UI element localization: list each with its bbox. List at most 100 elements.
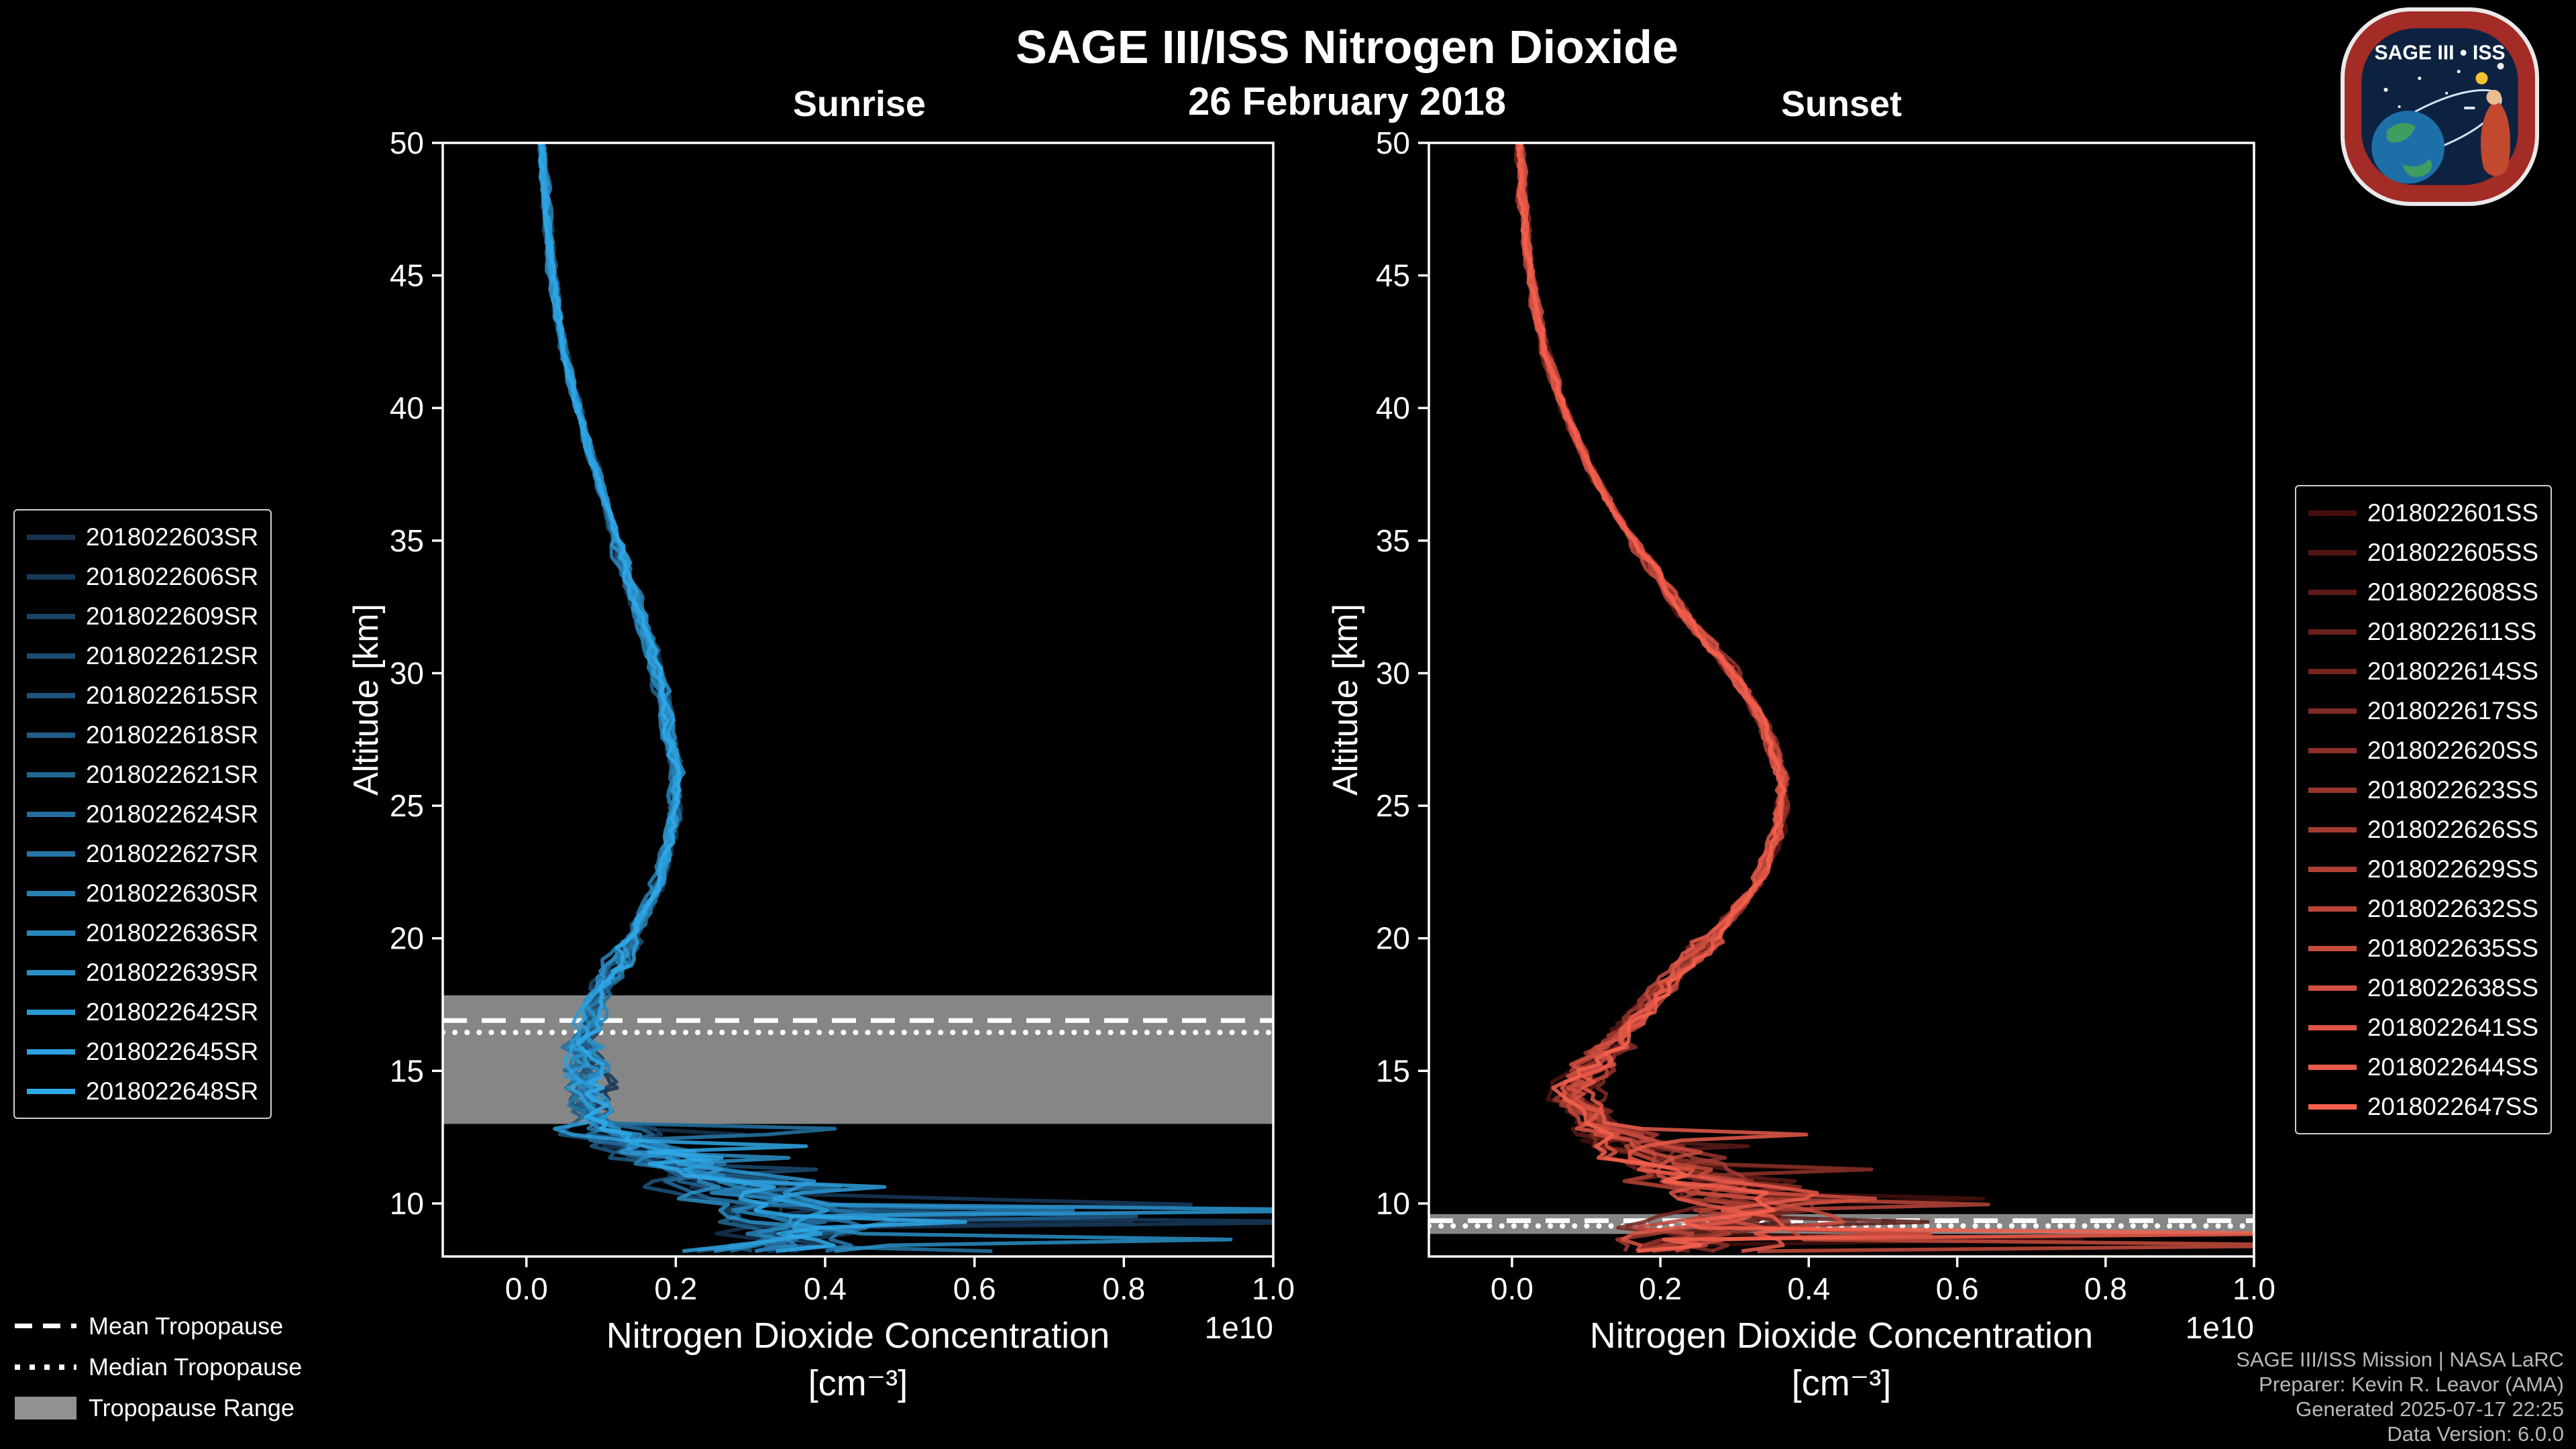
median-tropopause-swatch: [15, 1364, 76, 1370]
x-tick-label: 0.0: [505, 1271, 548, 1306]
y-tick-label: 15: [1376, 1053, 1410, 1088]
legend-line-swatch: [2308, 629, 2357, 635]
legend-label: 2018022612SR: [86, 641, 259, 669]
legend-label: 2018022618SR: [86, 720, 259, 749]
legend-line-swatch: [27, 851, 75, 857]
legend-item: 2018022627SR: [27, 834, 258, 873]
legend-line-swatch: [27, 534, 75, 540]
x-tick-label: 0.4: [804, 1271, 847, 1306]
credit-line-preparer: Preparer: Kevin R. Leavor (AMA): [2259, 1373, 2564, 1396]
logo-star: [2383, 87, 2388, 92]
legend-label: 2018022601SS: [2367, 498, 2538, 527]
legend-label: 2018022606SR: [86, 562, 259, 590]
legend-label: 2018022627SR: [86, 839, 259, 867]
legend-line-swatch: [2308, 549, 2357, 555]
legend-item: 2018022638SS: [2308, 968, 2538, 1008]
legend-label: 2018022609SR: [86, 602, 259, 630]
x-tick-label: 0.8: [1102, 1271, 1145, 1306]
legend-item: 2018022645SR: [27, 1032, 258, 1071]
legend-label: 2018022624SR: [86, 800, 259, 828]
legend-label: 2018022635SS: [2367, 934, 2538, 962]
tropopause-legend: Mean Tropopause Median Tropopause Tropop…: [15, 1305, 302, 1428]
legend-line-swatch: [27, 1009, 75, 1015]
legend-label: 2018022611SS: [2367, 617, 2537, 645]
y-tick-label: 50: [390, 126, 424, 160]
legend-label: 2018022647SS: [2367, 1092, 2538, 1120]
legend-item: 2018022611SS: [2308, 612, 2538, 651]
y-tick-label: 45: [390, 258, 424, 293]
figure-date: 26 February 2018: [1188, 80, 1506, 123]
y-tick-label: 30: [390, 656, 424, 691]
legend-line-swatch: [2308, 906, 2357, 912]
legend-item: 2018022605SS: [2308, 533, 2538, 572]
legend-label: 2018022642SR: [86, 998, 259, 1026]
legend-item: 2018022630SR: [27, 873, 258, 913]
x-tick-label: 0.6: [1936, 1271, 1979, 1306]
legend-item: 2018022609SR: [27, 596, 258, 636]
logo-earth-land: [2402, 158, 2432, 177]
tropopause-range-swatch: [15, 1396, 76, 1419]
legend-item: 2018022632SS: [2308, 889, 2538, 928]
x-tick-label: 0.8: [2084, 1271, 2127, 1306]
sunset-x-axis-units: [cm⁻³]: [1791, 1363, 1892, 1403]
legend-label: 2018022603SR: [86, 523, 259, 551]
legend-item: 2018022601SS: [2308, 493, 2538, 533]
legend-label: 2018022636SR: [86, 918, 259, 947]
sunrise-x-axis-units: [cm⁻³]: [808, 1363, 908, 1403]
y-tick-label: 15: [390, 1053, 424, 1088]
y-tick-label: 35: [390, 523, 424, 558]
legend-line-swatch: [27, 811, 75, 817]
legend-label: 2018022626SS: [2367, 815, 2538, 843]
credit-line-mission: SAGE III/ISS Mission | NASA LaRC: [2236, 1348, 2564, 1371]
sunset-x-axis-label: Nitrogen Dioxide Concentration: [1589, 1316, 2094, 1356]
legend-line-swatch: [2308, 668, 2357, 674]
legend-label: 2018022632SS: [2367, 894, 2538, 922]
plot-frame: [1428, 142, 2255, 1258]
logo-star: [2457, 70, 2461, 74]
legend-item: 2018022644SS: [2308, 1047, 2538, 1087]
legend-line-swatch: [2308, 945, 2357, 951]
sunrise-plot: 10 15 20 25 30 35 40 45 50 0.0 0.2 0.4 0.6 0.8 1.0 1e10: [390, 126, 1295, 1345]
logo-star: [2418, 76, 2422, 80]
legend-item: 2018022608SS: [2308, 572, 2538, 612]
legend-line-swatch: [27, 1049, 75, 1055]
legend-item: 2018022603SR: [27, 517, 258, 557]
legend-label: 2018022630SR: [86, 879, 259, 907]
legend-label: 2018022614SS: [2367, 657, 2538, 685]
x-tick-label: 0.4: [1787, 1271, 1830, 1306]
x-tick-label: 0.2: [654, 1271, 697, 1306]
profile-line: [1517, 143, 2254, 1253]
legend-line-swatch: [27, 771, 75, 777]
legend-label: 2018022645SR: [86, 1037, 259, 1065]
logo-sun: [2475, 72, 2488, 85]
mean-tropopause-swatch: [15, 1324, 76, 1328]
legend-item: 2018022636SR: [27, 913, 258, 953]
median-tropopause-legend-item: Median Tropopause: [15, 1346, 302, 1387]
legend-item: 2018022615SR: [27, 676, 258, 715]
sunset-plot: 10 15 20 25 30 35 40 45 50 0.0 0.2 0.4 0.6 0.8 1.0 1e10: [1376, 126, 2275, 1345]
y-tick-label: 25: [1376, 788, 1410, 823]
legend-item: 2018022626SS: [2308, 810, 2538, 849]
legend-line-swatch: [2308, 747, 2357, 753]
y-tick-label: 50: [1376, 126, 1410, 160]
legend-label: 2018022605SS: [2367, 538, 2538, 566]
tropopause-range-legend-item: Tropopause Range: [15, 1387, 302, 1428]
legend-label: 2018022639SR: [86, 958, 259, 986]
logo-star: [2398, 105, 2401, 109]
legend-item: 2018022621SR: [27, 755, 258, 794]
legend-line-swatch: [2308, 1064, 2357, 1070]
legend-label: 2018022617SS: [2367, 696, 2538, 724]
legend-line-swatch: [2308, 1024, 2357, 1030]
legend-label: 2018022620SS: [2367, 736, 2538, 764]
sunrise-x-axis-label: Nitrogen Dioxide Concentration: [606, 1316, 1110, 1356]
legend-item: 2018022618SR: [27, 715, 258, 755]
median-tropopause-label: Median Tropopause: [89, 1352, 303, 1381]
legend-line-swatch: [2308, 1104, 2357, 1110]
legend-item: 2018022629SS: [2308, 849, 2538, 889]
credit-line-version: Data Version: 6.0.0: [2387, 1422, 2564, 1446]
legend-item: 2018022635SS: [2308, 928, 2538, 968]
legend-line-swatch: [2308, 708, 2357, 714]
profile-line: [1516, 143, 1819, 1253]
legend-line-swatch: [2308, 589, 2357, 595]
legend-label: 2018022621SR: [86, 760, 259, 788]
